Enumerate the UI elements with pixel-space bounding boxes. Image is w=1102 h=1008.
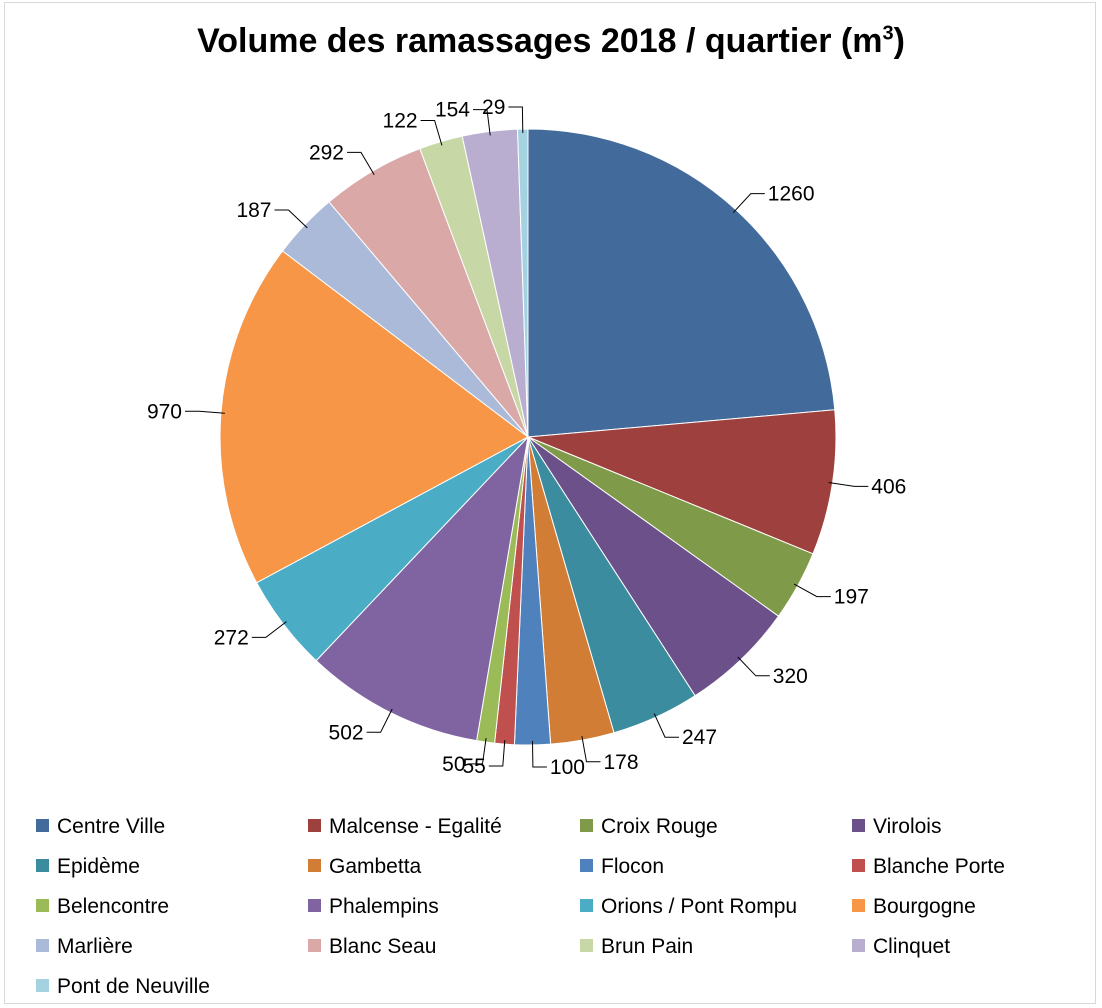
- data-label: 272: [214, 626, 249, 649]
- legend-item: Belencontre: [36, 892, 169, 922]
- leader-line: [488, 740, 506, 767]
- legend-item: Clinquet: [852, 932, 950, 962]
- data-label: 247: [682, 726, 717, 749]
- data-label: 122: [383, 110, 418, 133]
- chart-title: Volume des ramassages 2018 / quartier (m…: [0, 22, 1102, 61]
- data-label: 292: [309, 141, 344, 164]
- legend-label: Marlière: [57, 935, 133, 958]
- leader-line: [468, 738, 487, 765]
- legend-swatch: [36, 898, 49, 912]
- leader-line: [653, 713, 679, 738]
- data-label: 154: [435, 99, 470, 122]
- data-label: 1260: [768, 183, 815, 206]
- legend-item: Orions / Pont Rompu: [580, 892, 797, 922]
- legend-item: Centre Ville: [36, 812, 165, 842]
- legend-label: Croix Rouge: [601, 815, 718, 838]
- data-label: 502: [329, 721, 364, 744]
- leader-line: [532, 740, 547, 768]
- leader-line: [347, 151, 375, 176]
- legend-item: Malcense - Egalité: [308, 812, 502, 842]
- legend-item: Bourgogne: [852, 892, 976, 922]
- legend-item: Croix Rouge: [580, 812, 718, 842]
- legend-item: Blanc Seau: [308, 932, 436, 962]
- leader-line: [251, 621, 287, 638]
- legend-swatch: [308, 818, 321, 832]
- legend-swatch: [36, 858, 49, 872]
- leader-line: [420, 120, 443, 146]
- leader-line: [737, 656, 770, 677]
- data-label: 187: [236, 199, 271, 222]
- data-label: 970: [147, 400, 182, 423]
- leader-line: [732, 193, 765, 214]
- leader-line: [828, 482, 869, 487]
- legend-label: Clinquet: [873, 935, 951, 958]
- legend-item: Phalempins: [308, 892, 439, 922]
- chart-title-end: ): [893, 22, 905, 60]
- legend-label: Gambetta: [329, 855, 422, 878]
- legend-swatch: [308, 898, 321, 912]
- data-label: 100: [550, 756, 585, 779]
- data-label: 55: [462, 755, 485, 778]
- legend-item: Blanche Porte: [852, 852, 1005, 882]
- chart-title-superscript: 3: [882, 22, 894, 45]
- legend-swatch: [36, 978, 49, 992]
- legend-item: Virolois: [852, 812, 941, 842]
- legend-swatch: [36, 938, 49, 952]
- data-label: 178: [604, 751, 639, 774]
- legend-swatch: [36, 818, 49, 832]
- legend-label: Virolois: [873, 815, 942, 838]
- legend-label: Orions / Pont Rompu: [601, 895, 798, 918]
- legend-item: Gambetta: [308, 852, 421, 882]
- legend-swatch: [580, 818, 593, 832]
- data-label: 50: [442, 753, 465, 776]
- leader-line: [185, 410, 225, 414]
- data-label: 197: [834, 586, 869, 609]
- legend-swatch: [580, 858, 593, 872]
- legend-item: Epidème: [36, 852, 140, 882]
- legend-label: Bourgogne: [873, 895, 976, 918]
- data-label: 29: [482, 96, 505, 119]
- legend-swatch: [852, 898, 865, 912]
- legend-swatch: [308, 938, 321, 952]
- leader-line: [473, 109, 491, 136]
- data-label: 320: [773, 665, 808, 688]
- leader-line: [366, 708, 393, 733]
- data-label: 406: [871, 475, 906, 498]
- legend-swatch: [852, 858, 865, 872]
- leader-line: [508, 106, 524, 134]
- legend-swatch: [580, 898, 593, 912]
- legend-swatch: [852, 938, 865, 952]
- legend-swatch: [852, 818, 865, 832]
- legend-item: Brun Pain: [580, 932, 693, 962]
- leader-line: [581, 736, 601, 763]
- legend-label: Flocon: [601, 855, 665, 878]
- legend-label: Blanc Seau: [329, 935, 437, 958]
- legend-swatch: [580, 938, 593, 952]
- leader-line: [793, 583, 831, 598]
- legend-swatch: [308, 858, 321, 872]
- legend-label: Epidème: [57, 855, 140, 878]
- legend-item: Pont de Neuville: [36, 972, 210, 1002]
- legend-label: Brun Pain: [601, 935, 694, 958]
- legend-item: Flocon: [580, 852, 664, 882]
- leader-line: [274, 209, 308, 229]
- legend-label: Pont de Neuville: [57, 975, 210, 998]
- legend-item: Marlière: [36, 932, 133, 962]
- legend-label: Phalempins: [329, 895, 439, 918]
- legend-label: Malcense - Egalité: [329, 815, 502, 838]
- pie-slice-centre-ville: [527, 128, 836, 438]
- chart-title-text: Volume des ramassages 2018 / quartier (m: [197, 22, 883, 60]
- legend-label: Belencontre: [57, 895, 170, 918]
- legend-label: Centre Ville: [57, 815, 166, 838]
- legend-label: Blanche Porte: [873, 855, 1005, 878]
